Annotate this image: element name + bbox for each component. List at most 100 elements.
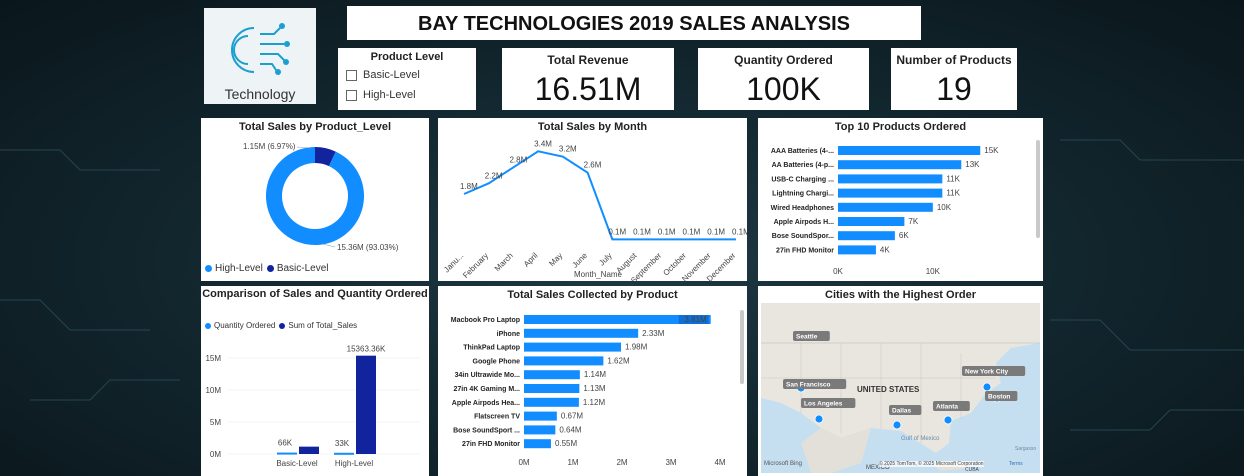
product-label: 27in FHD Monitor xyxy=(776,247,834,254)
product-bar xyxy=(838,146,981,155)
slicer-title: Product Level xyxy=(370,51,444,63)
map-country-label: UNITED STATES xyxy=(857,385,920,394)
product-label: Bose SoundSport ... xyxy=(453,427,520,434)
bar-value-label: 1.14M xyxy=(584,370,607,379)
scrollbar[interactable] xyxy=(1036,140,1040,238)
kpi-value: 16.51M xyxy=(534,71,642,107)
product-label: Apple Airpods H... xyxy=(774,219,834,226)
slicer-option-label: High-Level xyxy=(363,89,416,101)
point-label: 0.1M xyxy=(732,227,747,236)
city-point xyxy=(943,415,953,425)
chart-title: Cities with the Highest Order xyxy=(825,289,976,301)
point-label: 0.1M xyxy=(608,227,626,236)
monthly-sales-line-chart[interactable]: 1.8M Janu... 2.2M February 2.8M March 3.4M Apri… xyxy=(438,134,747,281)
bar-value-label: 11K xyxy=(946,189,960,198)
chart-title: Top 10 Products Ordered xyxy=(834,121,967,133)
bar-value-label: 10K xyxy=(937,203,952,212)
map[interactable]: Seattle San Francisco Los Angeles Dallas Atl… xyxy=(761,303,1040,473)
cities-map-card[interactable]: Cities with the Highest Order Seattle San… xyxy=(758,286,1043,476)
city-point xyxy=(982,382,992,392)
product-bar xyxy=(524,315,711,324)
legend-label: Quantity Ordered xyxy=(214,321,276,330)
slicer-option-label: Basic-Level xyxy=(363,69,420,81)
product-label: 34in Ultrawide Mo... xyxy=(455,372,520,379)
bar-value-label: 0.55M xyxy=(555,439,578,448)
compare-legend: Quantity Ordered Sum of Total_Sales xyxy=(205,321,357,330)
city-label: Seattle xyxy=(796,334,818,341)
x-tick-label: 4M xyxy=(714,458,725,467)
point-label: 2.6M xyxy=(584,161,602,170)
product-bar xyxy=(524,328,639,338)
y-tick-label: 10M xyxy=(205,386,221,395)
comparison-card[interactable]: Comparison of Sales and Quantity Ordered… xyxy=(201,286,429,476)
x-tick-label: 3M xyxy=(665,458,676,467)
product-label: Bose SoundSpor... xyxy=(772,233,834,240)
product-label: USB-C Charging ... xyxy=(771,176,834,183)
product-bar xyxy=(524,370,580,380)
donut-chart-card[interactable]: Total Sales by Product_Level 1.15M (6.97… xyxy=(201,118,429,281)
city-label: Los Angeles xyxy=(804,401,843,408)
map-canvas[interactable]: Seattle San Francisco Los Angeles Dallas Atl… xyxy=(761,303,1040,473)
map-mexico-label: MEXICO xyxy=(866,465,890,471)
city-label: Boston xyxy=(988,394,1010,401)
top-products-card[interactable]: Top 10 Products Ordered AAA Batteries (4… xyxy=(758,118,1043,281)
comparison-bar-chart[interactable]: 15M 10M 5M 0M 66K Basic-Level 33K 15363.36K High… xyxy=(201,336,429,476)
top-products-bar-chart[interactable]: AAA Batteries (4-... 15K AA Batteries (4-p… xyxy=(758,134,1038,281)
monthly-sales-card[interactable]: Total Sales by Month 1.8M Janu... 2.2M Febr… xyxy=(438,118,747,281)
legend-label: Sum of Total_Sales xyxy=(288,321,358,330)
donut-chart[interactable]: 1.15M (6.97%) 15.36M (93.03%) xyxy=(201,134,429,264)
donut-slice-basic-level xyxy=(315,147,336,167)
kpi-number-of-products: Number of Products 19 xyxy=(891,48,1017,110)
quantity-bar xyxy=(334,452,354,455)
x-tick-label: 10K xyxy=(926,267,941,276)
chart-title: Comparison of Sales and Quantity Ordered xyxy=(202,288,428,300)
city-label: New York City xyxy=(965,369,1008,376)
company-logo: Technology xyxy=(204,8,316,104)
chart-title: Total Sales by Month xyxy=(537,121,648,133)
y-tick-label: 0M xyxy=(210,450,221,459)
y-tick-label: 5M xyxy=(210,418,221,427)
city-label-bg xyxy=(783,379,847,389)
month-tick-label: February xyxy=(461,251,490,280)
legend-dot xyxy=(205,265,212,272)
bar-value-label: 66K xyxy=(278,439,293,448)
legend-label: Basic-Level xyxy=(276,263,329,274)
chart-title: Total Sales Collected by Product xyxy=(507,289,678,301)
kpi-label: Quantity Ordered xyxy=(734,53,833,67)
sales-by-product-card[interactable]: Total Sales Collected by Product Macbook… xyxy=(438,286,747,476)
x-tick-label: 1M xyxy=(567,458,578,467)
sales-bar xyxy=(356,355,376,454)
point-label: 3.4M xyxy=(534,139,552,148)
x-tick-label: 0K xyxy=(833,267,843,276)
city-label: Atlanta xyxy=(936,404,958,411)
bar-value-label: 1.62M xyxy=(607,356,630,365)
legend-dot xyxy=(279,322,286,329)
product-label: Google Phone xyxy=(473,358,521,365)
legend-dot xyxy=(205,322,211,329)
city-label: San Francisco xyxy=(786,382,830,389)
slicer-option-basic-level[interactable]: Basic-Level xyxy=(346,69,420,81)
highlight-label-bg xyxy=(678,315,709,324)
point-label: 3.2M xyxy=(559,145,577,154)
scrollbar[interactable] xyxy=(740,310,744,384)
sales-by-product-bar-chart[interactable]: Macbook Pro Laptop 3.81M iPhone 2.33M ThinkP… xyxy=(438,302,738,476)
checkbox-icon[interactable] xyxy=(346,69,357,81)
dashboard-title: BAY TECHNOLOGIES 2019 SALES ANALYSIS xyxy=(347,6,921,40)
month-tick-label: July xyxy=(597,251,613,267)
bing-logo: Microsoft Bing xyxy=(764,461,803,467)
kpi-value: 100K xyxy=(746,71,821,107)
product-bar xyxy=(524,384,580,393)
kpi-total-revenue: Total Revenue 16.51M xyxy=(502,48,674,110)
kpi-value: 19 xyxy=(936,71,972,107)
city-label-bg xyxy=(889,405,922,415)
chart-title: Total Sales by Product_Level xyxy=(238,121,391,133)
bar-value-label: 0.64M xyxy=(559,425,582,434)
product-label: Flatscreen TV xyxy=(474,414,520,421)
checkbox-icon[interactable] xyxy=(346,89,357,101)
slicer-option-high-level[interactable]: High-Level xyxy=(346,89,416,101)
map-terms-link[interactable]: Terms xyxy=(1009,461,1023,467)
sales-line xyxy=(463,150,736,241)
month-tick-label: April xyxy=(522,251,540,269)
bar-value-label: 0.67M xyxy=(561,412,584,421)
